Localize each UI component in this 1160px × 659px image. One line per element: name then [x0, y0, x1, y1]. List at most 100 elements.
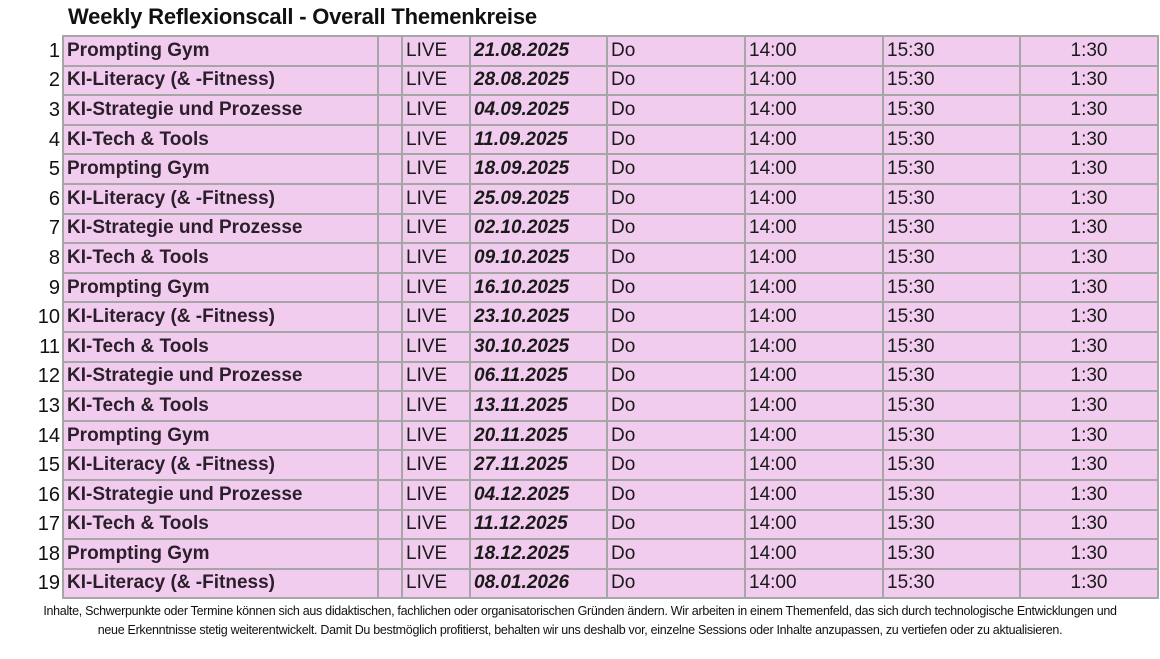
- start-time-cell[interactable]: 14:00: [744, 508, 884, 541]
- end-time-cell[interactable]: 15:30: [882, 449, 1021, 481]
- topic-cell[interactable]: KI-Literacy (& -Fitness): [62, 64, 379, 97]
- weekday-cell[interactable]: Do: [606, 419, 746, 452]
- row-number[interactable]: 6: [0, 183, 63, 214]
- row-number[interactable]: 10: [0, 302, 63, 332]
- date-cell[interactable]: 09.10.2025: [469, 242, 608, 274]
- start-time-cell[interactable]: 14:00: [744, 94, 884, 126]
- topic-cell[interactable]: KI-Strategie und Prozesse: [62, 360, 379, 393]
- date-cell[interactable]: 11.12.2025: [469, 508, 608, 541]
- end-time-cell[interactable]: 15:30: [882, 419, 1021, 452]
- topic-cell[interactable]: KI-Literacy (& -Fitness): [62, 567, 379, 600]
- empty-cell[interactable]: [377, 271, 403, 304]
- mode-cell[interactable]: LIVE: [401, 330, 471, 363]
- topic-cell[interactable]: KI-Strategie und Prozesse: [62, 94, 379, 126]
- start-time-cell[interactable]: 14:00: [744, 301, 884, 333]
- duration-cell[interactable]: 1:30: [1019, 449, 1159, 481]
- date-cell[interactable]: 02.10.2025: [469, 212, 608, 245]
- mode-cell[interactable]: LIVE: [401, 360, 471, 393]
- empty-cell[interactable]: [377, 301, 403, 333]
- weekday-cell[interactable]: Do: [606, 94, 746, 126]
- topic-cell[interactable]: KI-Strategie und Prozesse: [62, 212, 379, 245]
- weekday-cell[interactable]: Do: [606, 360, 746, 393]
- duration-cell[interactable]: 1:30: [1019, 35, 1159, 67]
- end-time-cell[interactable]: 15:30: [882, 182, 1021, 215]
- weekday-cell[interactable]: Do: [606, 508, 746, 541]
- weekday-cell[interactable]: Do: [606, 212, 746, 245]
- mode-cell[interactable]: LIVE: [401, 390, 471, 422]
- row-number[interactable]: 11: [0, 331, 63, 362]
- mode-cell[interactable]: LIVE: [401, 35, 471, 67]
- start-time-cell[interactable]: 14:00: [744, 567, 884, 600]
- row-number[interactable]: 3: [0, 95, 63, 125]
- duration-cell[interactable]: 1:30: [1019, 390, 1159, 422]
- row-number[interactable]: 5: [0, 154, 63, 184]
- empty-cell[interactable]: [377, 449, 403, 481]
- end-time-cell[interactable]: 15:30: [882, 390, 1021, 422]
- topic-cell[interactable]: Prompting Gym: [62, 538, 379, 570]
- duration-cell[interactable]: 1:30: [1019, 242, 1159, 274]
- row-number[interactable]: 2: [0, 65, 63, 96]
- duration-cell[interactable]: 1:30: [1019, 212, 1159, 245]
- weekday-cell[interactable]: Do: [606, 271, 746, 304]
- topic-cell[interactable]: Prompting Gym: [62, 419, 379, 452]
- row-number[interactable]: 19: [0, 568, 63, 599]
- mode-cell[interactable]: LIVE: [401, 182, 471, 215]
- empty-cell[interactable]: [377, 123, 403, 156]
- date-cell[interactable]: 30.10.2025: [469, 330, 608, 363]
- empty-cell[interactable]: [377, 538, 403, 570]
- mode-cell[interactable]: LIVE: [401, 153, 471, 185]
- row-number[interactable]: 9: [0, 272, 63, 303]
- date-cell[interactable]: 06.11.2025: [469, 360, 608, 393]
- topic-cell[interactable]: KI-Tech & Tools: [62, 242, 379, 274]
- mode-cell[interactable]: LIVE: [401, 301, 471, 333]
- start-time-cell[interactable]: 14:00: [744, 478, 884, 511]
- mode-cell[interactable]: LIVE: [401, 478, 471, 511]
- end-time-cell[interactable]: 15:30: [882, 242, 1021, 274]
- duration-cell[interactable]: 1:30: [1019, 330, 1159, 363]
- date-cell[interactable]: 23.10.2025: [469, 301, 608, 333]
- start-time-cell[interactable]: 14:00: [744, 182, 884, 215]
- topic-cell[interactable]: KI-Tech & Tools: [62, 330, 379, 363]
- mode-cell[interactable]: LIVE: [401, 508, 471, 541]
- empty-cell[interactable]: [377, 242, 403, 274]
- date-cell[interactable]: 25.09.2025: [469, 182, 608, 215]
- duration-cell[interactable]: 1:30: [1019, 567, 1159, 600]
- row-number[interactable]: 7: [0, 213, 63, 244]
- end-time-cell[interactable]: 15:30: [882, 64, 1021, 97]
- weekday-cell[interactable]: Do: [606, 330, 746, 363]
- end-time-cell[interactable]: 15:30: [882, 301, 1021, 333]
- weekday-cell[interactable]: Do: [606, 153, 746, 185]
- end-time-cell[interactable]: 15:30: [882, 123, 1021, 156]
- date-cell[interactable]: 18.12.2025: [469, 538, 608, 570]
- row-number[interactable]: 4: [0, 124, 63, 155]
- end-time-cell[interactable]: 15:30: [882, 360, 1021, 393]
- empty-cell[interactable]: [377, 153, 403, 185]
- topic-cell[interactable]: Prompting Gym: [62, 153, 379, 185]
- start-time-cell[interactable]: 14:00: [744, 360, 884, 393]
- end-time-cell[interactable]: 15:30: [882, 153, 1021, 185]
- topic-cell[interactable]: Prompting Gym: [62, 35, 379, 67]
- weekday-cell[interactable]: Do: [606, 449, 746, 481]
- weekday-cell[interactable]: Do: [606, 35, 746, 67]
- mode-cell[interactable]: LIVE: [401, 64, 471, 97]
- topic-cell[interactable]: Prompting Gym: [62, 271, 379, 304]
- weekday-cell[interactable]: Do: [606, 538, 746, 570]
- end-time-cell[interactable]: 15:30: [882, 212, 1021, 245]
- empty-cell[interactable]: [377, 390, 403, 422]
- empty-cell[interactable]: [377, 182, 403, 215]
- date-cell[interactable]: 04.12.2025: [469, 478, 608, 511]
- start-time-cell[interactable]: 14:00: [744, 538, 884, 570]
- duration-cell[interactable]: 1:30: [1019, 360, 1159, 393]
- start-time-cell[interactable]: 14:00: [744, 212, 884, 245]
- weekday-cell[interactable]: Do: [606, 478, 746, 511]
- topic-cell[interactable]: KI-Literacy (& -Fitness): [62, 182, 379, 215]
- mode-cell[interactable]: LIVE: [401, 538, 471, 570]
- mode-cell[interactable]: LIVE: [401, 449, 471, 481]
- date-cell[interactable]: 16.10.2025: [469, 271, 608, 304]
- end-time-cell[interactable]: 15:30: [882, 538, 1021, 570]
- mode-cell[interactable]: LIVE: [401, 242, 471, 274]
- duration-cell[interactable]: 1:30: [1019, 153, 1159, 185]
- mode-cell[interactable]: LIVE: [401, 567, 471, 600]
- empty-cell[interactable]: [377, 360, 403, 393]
- duration-cell[interactable]: 1:30: [1019, 271, 1159, 304]
